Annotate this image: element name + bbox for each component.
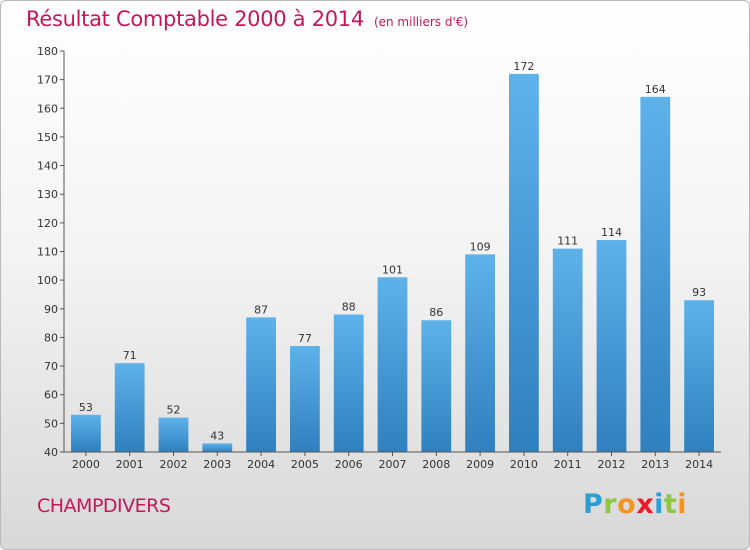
y-tick-label: 110 — [37, 246, 58, 259]
logo-letter: r — [603, 489, 618, 520]
bar-value-label: 172 — [513, 60, 534, 73]
y-tick-label: 90 — [44, 303, 58, 316]
bar-value-label: 87 — [254, 303, 268, 316]
bar-value-label: 93 — [692, 286, 706, 299]
bar — [684, 300, 714, 452]
x-tick-label: 2000 — [72, 458, 100, 471]
bar — [465, 254, 495, 452]
x-tick-label: 2003 — [203, 458, 231, 471]
title-text: Résultat Comptable 2000 à 2014 — [26, 7, 364, 31]
bar — [640, 96, 671, 452]
logo-letter: x — [636, 489, 655, 520]
bar-value-label: 164 — [645, 83, 666, 96]
bar — [333, 314, 364, 452]
bar-value-label: 86 — [429, 306, 443, 319]
x-tick-label: 2002 — [160, 458, 188, 471]
x-tick-label: 2011 — [554, 458, 582, 471]
bars: 53 71 52 43 87 77 88 101 86 109 172 111 114 164 93 — [71, 60, 714, 453]
logo-letter: P — [583, 489, 604, 520]
x-tick-label: 2006 — [335, 458, 363, 471]
bar-value-label: 109 — [470, 240, 491, 253]
bar — [202, 443, 233, 452]
y-tick-label: 180 — [37, 45, 58, 58]
x-tick-label: 2009 — [466, 458, 494, 471]
y-tick-label: 120 — [37, 217, 58, 230]
bar — [509, 73, 539, 453]
y-tick-label: 100 — [37, 274, 58, 287]
x-tick-label: 2014 — [685, 458, 713, 471]
bar — [158, 417, 189, 452]
bar — [246, 317, 276, 452]
bar — [71, 414, 101, 452]
bar-value-label: 101 — [382, 263, 403, 276]
y-tick-label: 80 — [44, 331, 58, 344]
x-tick-label: 2005 — [291, 458, 319, 471]
y-tick-label: 40 — [44, 446, 58, 459]
y-tick-label: 130 — [37, 188, 58, 201]
y-axis: 40 50 60 70 80 90 100 110 120 130 140 150 160 170 180 — [37, 45, 65, 459]
bar-value-label: 43 — [210, 429, 224, 442]
y-tick-label: 150 — [37, 131, 58, 144]
x-tick-label: 2004 — [247, 458, 275, 471]
logo-letter: o — [617, 489, 637, 520]
logo-letter: t — [663, 489, 678, 520]
logo-letter: i — [654, 489, 664, 520]
x-tick-label: 2012 — [598, 458, 626, 471]
x-tick-label: 2013 — [641, 458, 669, 471]
y-tick-label: 50 — [44, 417, 58, 430]
x-tick-label: 2010 — [510, 458, 538, 471]
proxiti-logo: Proxiti — [583, 489, 687, 520]
x-tick-label: 2008 — [422, 458, 450, 471]
bar-value-label: 88 — [342, 301, 356, 314]
bar — [377, 277, 408, 452]
bar — [114, 363, 145, 452]
y-tick-label: 140 — [37, 160, 58, 173]
bar-value-label: 77 — [298, 332, 312, 345]
x-axis: 2000 2001 2002 2003 2004 2005 2006 2007 2008 2009… — [64, 451, 721, 471]
bar-value-label: 111 — [557, 235, 578, 248]
commune-name: CHAMPDIVERS — [37, 495, 171, 517]
logo-letter: i — [677, 489, 688, 520]
y-tick-label: 160 — [37, 102, 58, 115]
bar-value-label: 114 — [601, 226, 622, 239]
chart-title: Résultat Comptable 2000 à 2014 (en millie… — [26, 7, 468, 31]
bar — [552, 248, 583, 452]
y-tick-label: 70 — [44, 360, 58, 373]
chart-subtitle: (en milliers d'€) — [373, 15, 469, 29]
bar-value-label: 53 — [79, 401, 93, 414]
x-tick-label: 2007 — [379, 458, 407, 471]
bar — [290, 346, 320, 452]
y-tick-label: 170 — [37, 74, 58, 87]
bar — [596, 240, 627, 452]
bar-value-label: 71 — [123, 349, 137, 362]
y-tick-label: 60 — [44, 389, 58, 402]
x-tick-label: 2001 — [116, 458, 144, 471]
bar — [421, 320, 452, 452]
bar-value-label: 52 — [167, 404, 181, 417]
